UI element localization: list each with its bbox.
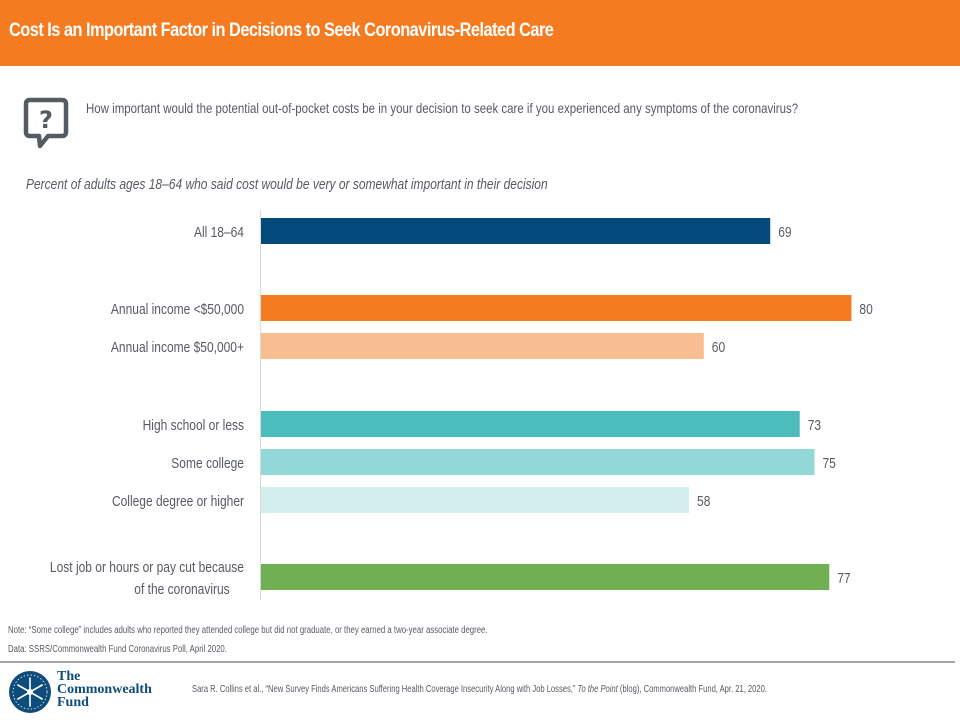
citation: Sara R. Collins et al., “New Survey Find… (192, 684, 767, 695)
data-label-4: 75 (823, 455, 836, 472)
category-label-5: College degree or higher (112, 493, 244, 510)
data-label-6: 77 (837, 570, 850, 587)
question-speech-bubble-icon: ? (23, 97, 69, 149)
category-label-6-line-1: of the coronavirus (134, 581, 230, 598)
bar-4 (261, 449, 815, 475)
logo-wordmark: The Commonwealth Fund (57, 669, 152, 710)
category-label-1: Annual income <$50,000 (111, 301, 244, 318)
commonwealth-fund-snowflake-logo-icon (9, 671, 51, 713)
category-label-3: High school or less (143, 417, 245, 434)
survey-question: How important would the potential out-of… (86, 100, 799, 116)
data-label-0: 69 (778, 224, 791, 241)
data-label-5: 58 (697, 493, 710, 510)
title-banner: Cost Is an Important Factor in Decisions… (0, 0, 960, 66)
data-label-1: 80 (859, 301, 873, 318)
bar-3 (261, 411, 800, 437)
data-label-2: 60 (712, 339, 726, 356)
bar-1 (261, 295, 852, 321)
bar-6 (261, 564, 830, 590)
category-label-4: Some college (171, 455, 244, 472)
bar-2 (261, 333, 704, 359)
footer-divider (0, 661, 955, 663)
data-source: Data: SSRS/Commonwealth Fund Coronavirus… (8, 644, 227, 655)
page-title: Cost Is an Important Factor in Decisions… (9, 20, 554, 41)
chart-subtitle: Percent of adults ages 18–64 who said co… (26, 176, 548, 193)
category-label-0: All 18–64 (194, 224, 244, 241)
bar-0 (261, 218, 771, 244)
bar-chart: 69 All 18–64 80 Annual income <$50,000 60 Ann… (50, 210, 873, 600)
chart-note: Note: “Some college” includes adults who… (8, 625, 488, 636)
category-label-6-line-0: Lost job or hours or pay cut because (50, 559, 244, 576)
category-label-2: Annual income $50,000+ (111, 339, 244, 356)
data-label-3: 73 (808, 417, 821, 434)
bar-5 (261, 487, 690, 513)
svg-text:?: ? (39, 106, 53, 134)
